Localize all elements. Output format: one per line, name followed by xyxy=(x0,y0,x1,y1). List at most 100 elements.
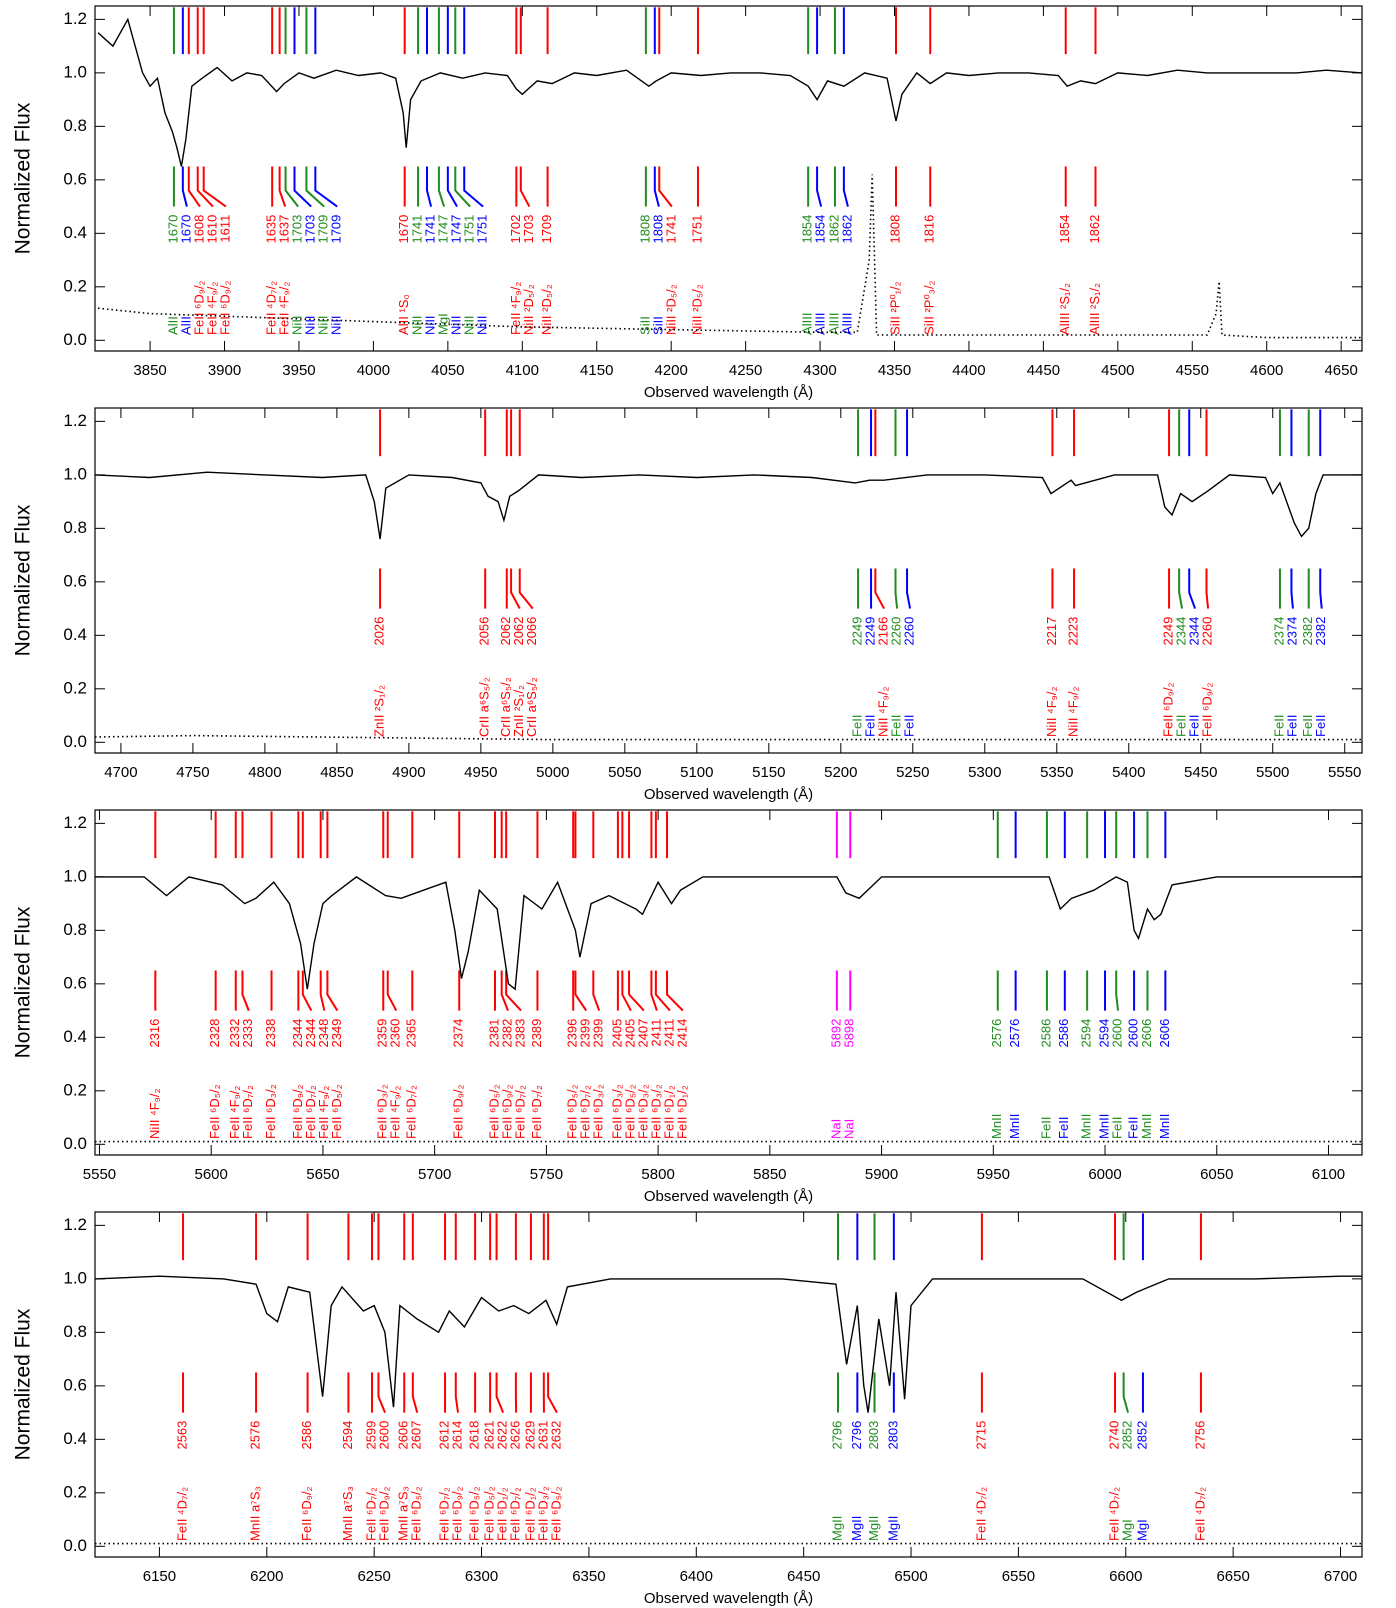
line-rest-wavelength: 2062 xyxy=(511,617,526,646)
line-species: FeII xyxy=(889,715,904,737)
line-species: AlIII ²S₁/₂ xyxy=(1087,283,1102,335)
line-species: AlIII xyxy=(839,313,854,335)
line-species: MnII a⁷S₃ xyxy=(247,1486,262,1541)
line-species: MnII xyxy=(1096,1114,1111,1139)
line-rest-wavelength: 1808 xyxy=(887,215,902,244)
x-tick-label: 6100 xyxy=(1312,1166,1345,1183)
line-species: FeII xyxy=(1300,715,1315,737)
x-tick-label: 4900 xyxy=(392,764,425,781)
line-rest-wavelength: 2606 xyxy=(396,1421,411,1450)
line-species: MgII xyxy=(849,1516,864,1541)
y-tick-label: 1.0 xyxy=(63,1268,87,1287)
line-rest-wavelength: 1751 xyxy=(689,215,704,244)
line-rest-wavelength: 2594 xyxy=(1079,1019,1094,1048)
x-tick-label: 5000 xyxy=(536,764,569,781)
line-species: NiII ⁴F₉/₂ xyxy=(147,1089,162,1139)
line-species: CrII a⁶S₅/₂ xyxy=(477,677,492,737)
line-species: FeII ⁶D₃/₂ xyxy=(263,1084,278,1139)
line-species: FeII ⁶D₃/₂ xyxy=(535,1486,550,1541)
x-tick-label: 5250 xyxy=(896,764,929,781)
line-marker-bottom xyxy=(547,1372,558,1414)
line-rest-wavelength: 2328 xyxy=(207,1019,222,1048)
line-species: FeII xyxy=(1126,1117,1141,1139)
line-species: MgI xyxy=(1119,1519,1134,1541)
line-rest-wavelength: 2576 xyxy=(247,1421,262,1450)
line-species: FeII ⁶D₁/₂ xyxy=(661,1085,676,1139)
line-rest-wavelength: 2374 xyxy=(451,1019,466,1048)
line-species: FeII xyxy=(850,715,865,737)
x-tick-label: 4550 xyxy=(1176,362,1209,379)
y-tick-label: 0.0 xyxy=(63,1536,87,1555)
line-species: FeII ⁴F₉/₂ xyxy=(227,1086,242,1139)
line-species: FeII ⁶D₇/₂ xyxy=(404,1085,419,1139)
line-rest-wavelength: 2062 xyxy=(498,617,513,646)
line-rest-wavelength: 2622 xyxy=(495,1421,510,1450)
line-rest-wavelength: 2344 xyxy=(1187,617,1202,646)
line-rest-wavelength: 2411 xyxy=(648,1019,663,1047)
x-tick-label: 6650 xyxy=(1216,1568,1249,1585)
y-axis-title: Normalized Flux xyxy=(12,102,35,254)
y-tick-label: 1.0 xyxy=(63,62,87,81)
line-species: FeII ⁴D₇/₂ xyxy=(1192,1487,1207,1541)
line-marker-bottom xyxy=(446,166,458,208)
line-rest-wavelength: 1808 xyxy=(650,215,665,244)
line-species: NiII xyxy=(290,315,305,335)
line-rest-wavelength: 1741 xyxy=(663,215,678,244)
line-rest-wavelength: 2626 xyxy=(508,1421,523,1450)
line-rest-wavelength: 1611 xyxy=(217,215,232,243)
line-species: MgII xyxy=(885,1516,900,1541)
line-species: SiII xyxy=(650,316,665,335)
line-rest-wavelength: 2260 xyxy=(889,617,904,646)
line-species: FeII xyxy=(1187,715,1202,737)
line-rest-wavelength: 2333 xyxy=(240,1019,255,1048)
line-rest-wavelength: 2399 xyxy=(591,1019,606,1048)
flux-spectrum xyxy=(94,471,1362,540)
line-rest-wavelength: 2056 xyxy=(477,617,492,646)
y-tick-label: 0.6 xyxy=(63,1375,87,1394)
line-rest-wavelength: 2594 xyxy=(1096,1019,1111,1048)
x-tick-label: 3900 xyxy=(208,362,241,379)
line-rest-wavelength: 1703 xyxy=(521,215,536,244)
line-species: FeII xyxy=(902,715,917,737)
line-species: FeII ⁶D₇/₂ xyxy=(512,1085,527,1139)
line-rest-wavelength: 2632 xyxy=(548,1421,563,1450)
line-species: FeII ⁶D₉/₂ xyxy=(1161,682,1176,737)
line-species: FeII ⁶D₇/₂ xyxy=(240,1085,255,1139)
line-rest-wavelength: 2382 xyxy=(499,1019,514,1048)
line-rest-wavelength: 1862 xyxy=(826,215,841,244)
line-marker-bottom xyxy=(621,970,632,1012)
line-species: FeII ⁶D₅/₂ xyxy=(329,1084,344,1139)
line-species: FeII ⁶D₉/₂ xyxy=(299,1486,314,1541)
line-rest-wavelength: 1747 xyxy=(436,215,451,244)
line-species: NiII ²D₅/₂ xyxy=(689,284,704,335)
line-rest-wavelength: 2796 xyxy=(829,1421,844,1450)
y-tick-label: 0.2 xyxy=(63,1482,87,1501)
line-species: FeII ⁶D₃/₂ xyxy=(375,1084,390,1139)
line-species: NiII ⁴F₉/₂ xyxy=(1044,687,1059,737)
line-marker-bottom xyxy=(377,1372,386,1413)
line-species: MgI xyxy=(436,313,451,335)
line-rest-wavelength: 2332 xyxy=(227,1019,242,1048)
line-rest-wavelength: 2563 xyxy=(174,1421,189,1450)
line-species: FeII ⁴D₇/₂ xyxy=(1106,1487,1121,1541)
y-axis-title: Normalized Flux xyxy=(12,1308,35,1460)
line-rest-wavelength: 2586 xyxy=(1038,1019,1053,1048)
x-tick-label: 5050 xyxy=(608,764,641,781)
line-species: CrII a⁶S₅/₂ xyxy=(498,677,513,737)
x-tick-label: 4250 xyxy=(729,362,762,379)
line-species: FeII ⁶D₃/₂ xyxy=(648,1084,663,1139)
x-tick-label: 6250 xyxy=(357,1568,390,1585)
line-species: MnII xyxy=(1139,1114,1154,1139)
line-species: FeII ⁶D₁/₂ xyxy=(495,1487,510,1541)
y-tick-label: 1.2 xyxy=(63,1215,87,1234)
line-rest-wavelength: 2344 xyxy=(1174,617,1189,646)
line-rest-wavelength: 1862 xyxy=(1087,215,1102,244)
line-species: FeII xyxy=(1174,715,1189,737)
line-marker-bottom xyxy=(592,970,601,1011)
line-species: NiII ⁴F₉/₂ xyxy=(876,687,891,737)
flux-spectrum xyxy=(95,876,1362,991)
x-tick-label: 6400 xyxy=(680,1568,713,1585)
line-marker-bottom xyxy=(181,166,188,207)
y-tick-label: 0.0 xyxy=(63,1134,87,1153)
